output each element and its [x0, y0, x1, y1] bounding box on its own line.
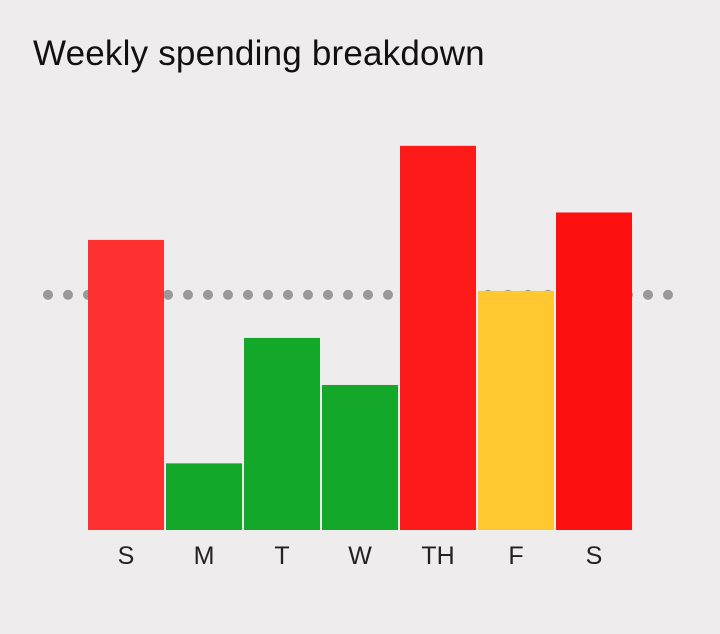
x-tick-label: F — [508, 542, 523, 570]
x-tick-label: W — [348, 542, 372, 570]
bar-3 — [322, 384, 398, 530]
x-tick-label: TH — [421, 542, 454, 570]
bar-4 — [400, 145, 476, 530]
bar-6 — [556, 212, 632, 531]
bar-5 — [478, 290, 554, 530]
x-tick-label: M — [194, 542, 215, 570]
x-tick-label: S — [118, 542, 135, 570]
bar-1 — [166, 463, 242, 530]
bar-2 — [244, 337, 320, 530]
bar-0 — [88, 239, 164, 531]
x-tick-label: T — [274, 542, 289, 570]
x-tick-label: S — [586, 542, 603, 570]
chart-title: Weekly spending breakdown — [33, 34, 485, 73]
